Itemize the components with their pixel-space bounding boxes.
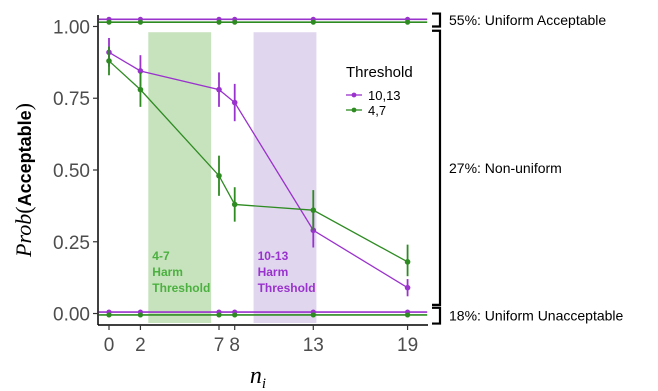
y-tick-label: 0.00 [53,305,90,326]
group-bracket [432,306,442,325]
group-brackets: 55%: Uniform Acceptable 27%: Non-uniform 1… [432,12,624,325]
series-line [108,51,408,289]
group-bracket [432,12,442,28]
uniform-reference-point [137,19,144,25]
x-axis-label: ni [250,363,266,391]
legend-swatch-point [351,107,357,113]
data-point [216,172,222,179]
data-point [404,284,411,291]
uniform-reference-point [310,19,316,25]
harm-band-1 [253,32,317,323]
uniform-reference-point [404,312,411,318]
uniform-reference-point [310,312,316,318]
legend-entry-label: 4,7 [368,103,386,118]
legend-swatch-point [351,92,357,98]
data-point [231,201,238,208]
series-line [108,60,408,263]
uniform-reference-point [404,19,411,25]
harm-band-label: 4-7 [152,249,170,263]
harm-band-label: 10-13 [258,249,289,263]
x-tick-label: 0 [104,335,115,356]
x-tick-label: 19 [397,335,418,356]
y-axis-label: Prob(Acceptable) [11,103,36,258]
data-point [106,58,112,64]
x-tick-label: 8 [229,335,240,356]
uniform-reference-point [137,312,144,318]
legend-title: Threshold [346,64,413,81]
series-10-13 [106,37,411,297]
harm-band-0 [148,32,212,323]
x-tick-label: 2 [135,335,146,356]
data-point [404,259,411,265]
uniform-reference-point [232,19,238,25]
data-point [231,99,238,106]
data-point [137,68,144,74]
harm-band-label: Threshold [152,281,210,295]
y-tick-label: 1.00 [53,17,90,38]
uniform-reference-point [216,312,222,318]
y-tick-label: 0.25 [53,233,90,254]
group-bracket [432,29,442,307]
uniform-reference-lines [98,16,428,318]
data-series [106,37,411,297]
data-point [137,86,144,93]
uniform-reference-point [216,19,222,25]
data-point [310,207,317,213]
harm-band-label: Harm [152,265,183,279]
group-bracket-label: 27%: Non-uniform [449,160,562,176]
harm-band-label: Harm [258,265,289,279]
uniform-reference-point [232,312,238,318]
group-bracket-label: 18%: Uniform Unacceptable [449,308,624,324]
x-tick-label: 13 [303,335,324,356]
data-point [216,86,222,93]
series-4-7 [106,46,411,277]
legend: Threshold 10,134,7 [346,64,413,118]
harm-band-label: Threshold [258,281,316,295]
uniform-reference-point [106,312,112,318]
legend-entry-label: 10,13 [368,88,401,103]
uniform-reference-point [106,19,112,25]
axes: 0.00 0.25 0.50 0.75 1.00 0 2 7 8 13 19 [53,15,428,356]
group-bracket-label: 55%: Uniform Acceptable [449,12,606,28]
x-tick-label: 7 [214,335,225,356]
harm-threshold-bands: 4-7 Harm Threshold 10-13 Harm Threshold [148,32,317,323]
y-tick-label: 0.75 [53,89,90,110]
y-tick-label: 0.50 [53,161,90,182]
